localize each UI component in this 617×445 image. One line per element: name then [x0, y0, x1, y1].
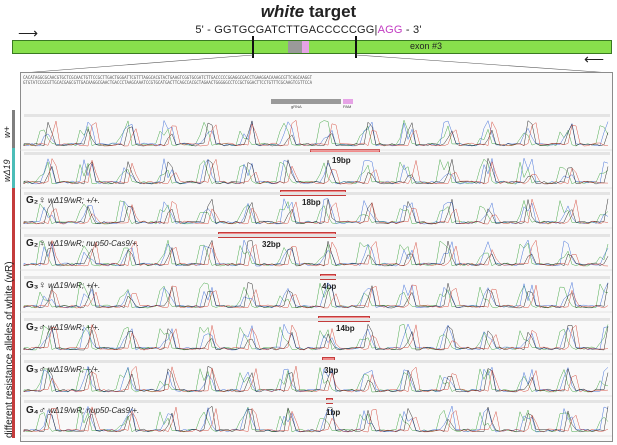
target-sequence: 5' - GGTGCGATCTTGACCCCCGG|AGG - 3' [0, 24, 617, 36]
deletion-label-14bp: 14bp [336, 324, 355, 333]
reverse-primer-arrow: ⟵ [584, 51, 605, 67]
sex-g2-male: G₂♂ [26, 322, 46, 333]
pam-annotation [343, 99, 353, 104]
region-right-tick [355, 36, 357, 58]
title-gene: white [260, 2, 305, 21]
zoom-lines [21, 54, 613, 74]
trace-line [23, 323, 609, 351]
genotype-g2-male: G₂♂ wΔ19/wR; +/+. [26, 322, 100, 333]
trace-line [23, 323, 609, 351]
trace-line [23, 405, 609, 433]
seq-read-line [24, 234, 610, 237]
sex-g4-male: G₄♂ [26, 405, 47, 416]
exon-label: exon #3 [410, 41, 443, 51]
seq-read-line [24, 360, 610, 363]
resistance-group-bar [12, 188, 15, 438]
deletion-label-19bp: 19bp [332, 156, 351, 165]
trace-line [23, 365, 609, 393]
sex-g2-female-a: G₂♀ [26, 195, 46, 206]
region-left-tick [252, 36, 254, 58]
title-rest: target [308, 2, 357, 21]
trace-line [23, 119, 609, 147]
deletion-label-32bp: 32bp [262, 240, 281, 249]
trace-line [23, 365, 609, 393]
gt-g2-male: wΔ19/wR; +/+. [47, 323, 101, 332]
genotype-g3-male: G₃♂ wΔ19/wR; +/+. [26, 364, 100, 375]
seq-read-line [24, 276, 610, 279]
reference-sequence: CACATAGGCGCAACGTGCTCGCAACTGTTCCGCTTGACTG… [23, 75, 312, 85]
trace-line [23, 157, 609, 185]
grna-region [288, 41, 302, 53]
w-plus-bar [12, 110, 15, 148]
trace-line [23, 284, 609, 309]
trace-line [23, 119, 609, 147]
gt-g3-male: wΔ19/wR; +/+. [48, 365, 101, 374]
sex-g2-female-b: G₂♀ [26, 238, 46, 249]
gt-g2-female-a: wΔ19/wR; +/+. [47, 196, 101, 205]
trace-line [23, 282, 609, 309]
trace-line [23, 120, 609, 147]
trace-line [23, 158, 609, 185]
trace-line [23, 239, 609, 267]
trace-line [23, 405, 609, 433]
seq-suffix: - 3' [402, 24, 422, 36]
seq-pam: AGG [377, 24, 403, 36]
grna-annotation-label: gRNA [291, 104, 302, 109]
seq-read-line [24, 318, 610, 321]
seq-read-line [24, 114, 610, 117]
trace-line [23, 239, 609, 267]
genotype-g2-female-a: G₂♀ wΔ19/wR; +/+. [26, 195, 100, 206]
gt-g2-female-b: wΔ19/wR; nup50-Cas9/+. [47, 239, 139, 248]
deletion-label-18bp: 18bp [302, 198, 321, 207]
seq-read-line [24, 400, 610, 403]
genotype-g4-male: G₄♂ wΔ19/wR; nup50-Cas9/+. [26, 405, 139, 416]
deletion-label-4bp: 4bp [322, 282, 337, 291]
trace-line [23, 157, 609, 185]
w-delta19-bar [12, 148, 15, 188]
trace-line [23, 197, 609, 225]
pam-region [302, 41, 309, 53]
trace-line [23, 199, 609, 225]
gt-g4-male: wΔ19/wR; nup50-Cas9/+. [48, 406, 140, 415]
figure-title: white target [0, 2, 617, 22]
seq-read-line [24, 192, 610, 195]
grna-annotation [271, 99, 341, 104]
forward-primer-arrow: ⟶ [18, 25, 39, 41]
genotype-g2-female-b: G₂♀ wΔ19/wR; nup50-Cas9/+. [26, 238, 139, 249]
genotype-g3-female: G₃♀ wΔ19/wR; +/+. [26, 280, 100, 291]
chromatogram-panel: CACATAGGCGCAACGTGCTCGCAACTGTTCCGCTTGACTG… [20, 72, 613, 442]
sex-g3-female: G₃♀ [26, 280, 46, 291]
exon-bar [12, 40, 612, 54]
trace-line [23, 119, 609, 147]
trace-line [23, 323, 609, 351]
trace-line [23, 405, 609, 433]
gt-g3-female: wΔ19/wR; +/+. [48, 281, 101, 290]
seq-prefix: 5' - GGTGCGATCTTGACCCCCGG| [195, 24, 378, 36]
seq-read-line [24, 152, 610, 155]
sex-g3-male: G₃♂ [26, 364, 46, 375]
trace-line [23, 198, 609, 225]
trace-line [23, 323, 609, 351]
pam-annotation-label: PAM [343, 104, 352, 109]
